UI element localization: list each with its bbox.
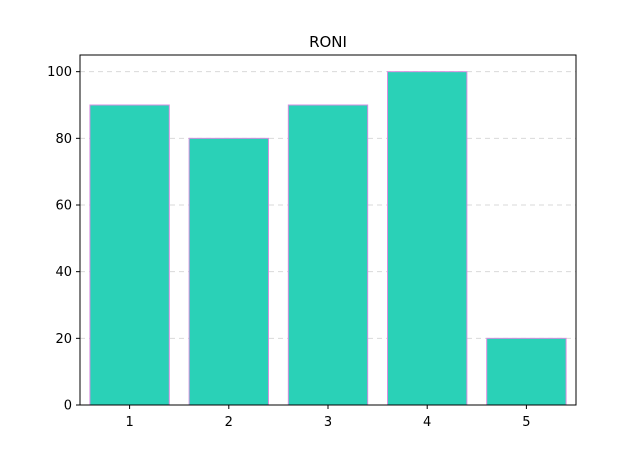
bar-2 bbox=[189, 138, 268, 405]
bar-1 bbox=[90, 105, 169, 405]
bar-3 bbox=[288, 105, 367, 405]
chart-title: RONI bbox=[309, 33, 347, 51]
y-tick-label-20: 20 bbox=[55, 332, 72, 347]
x-tick-label-1: 1 bbox=[125, 415, 133, 430]
bar-5 bbox=[487, 338, 566, 405]
x-tick-label-5: 5 bbox=[522, 415, 530, 430]
y-tick-label-0: 0 bbox=[64, 399, 72, 414]
y-tick-label-100: 100 bbox=[47, 65, 72, 80]
x-tick-label-3: 3 bbox=[324, 415, 332, 430]
y-tick-label-80: 80 bbox=[55, 132, 72, 147]
x-tick-label-4: 4 bbox=[423, 415, 431, 430]
y-tick-label-40: 40 bbox=[55, 265, 72, 280]
y-tick-label-60: 60 bbox=[55, 199, 72, 214]
bar-4 bbox=[388, 72, 467, 405]
x-tick-label-2: 2 bbox=[225, 415, 233, 430]
